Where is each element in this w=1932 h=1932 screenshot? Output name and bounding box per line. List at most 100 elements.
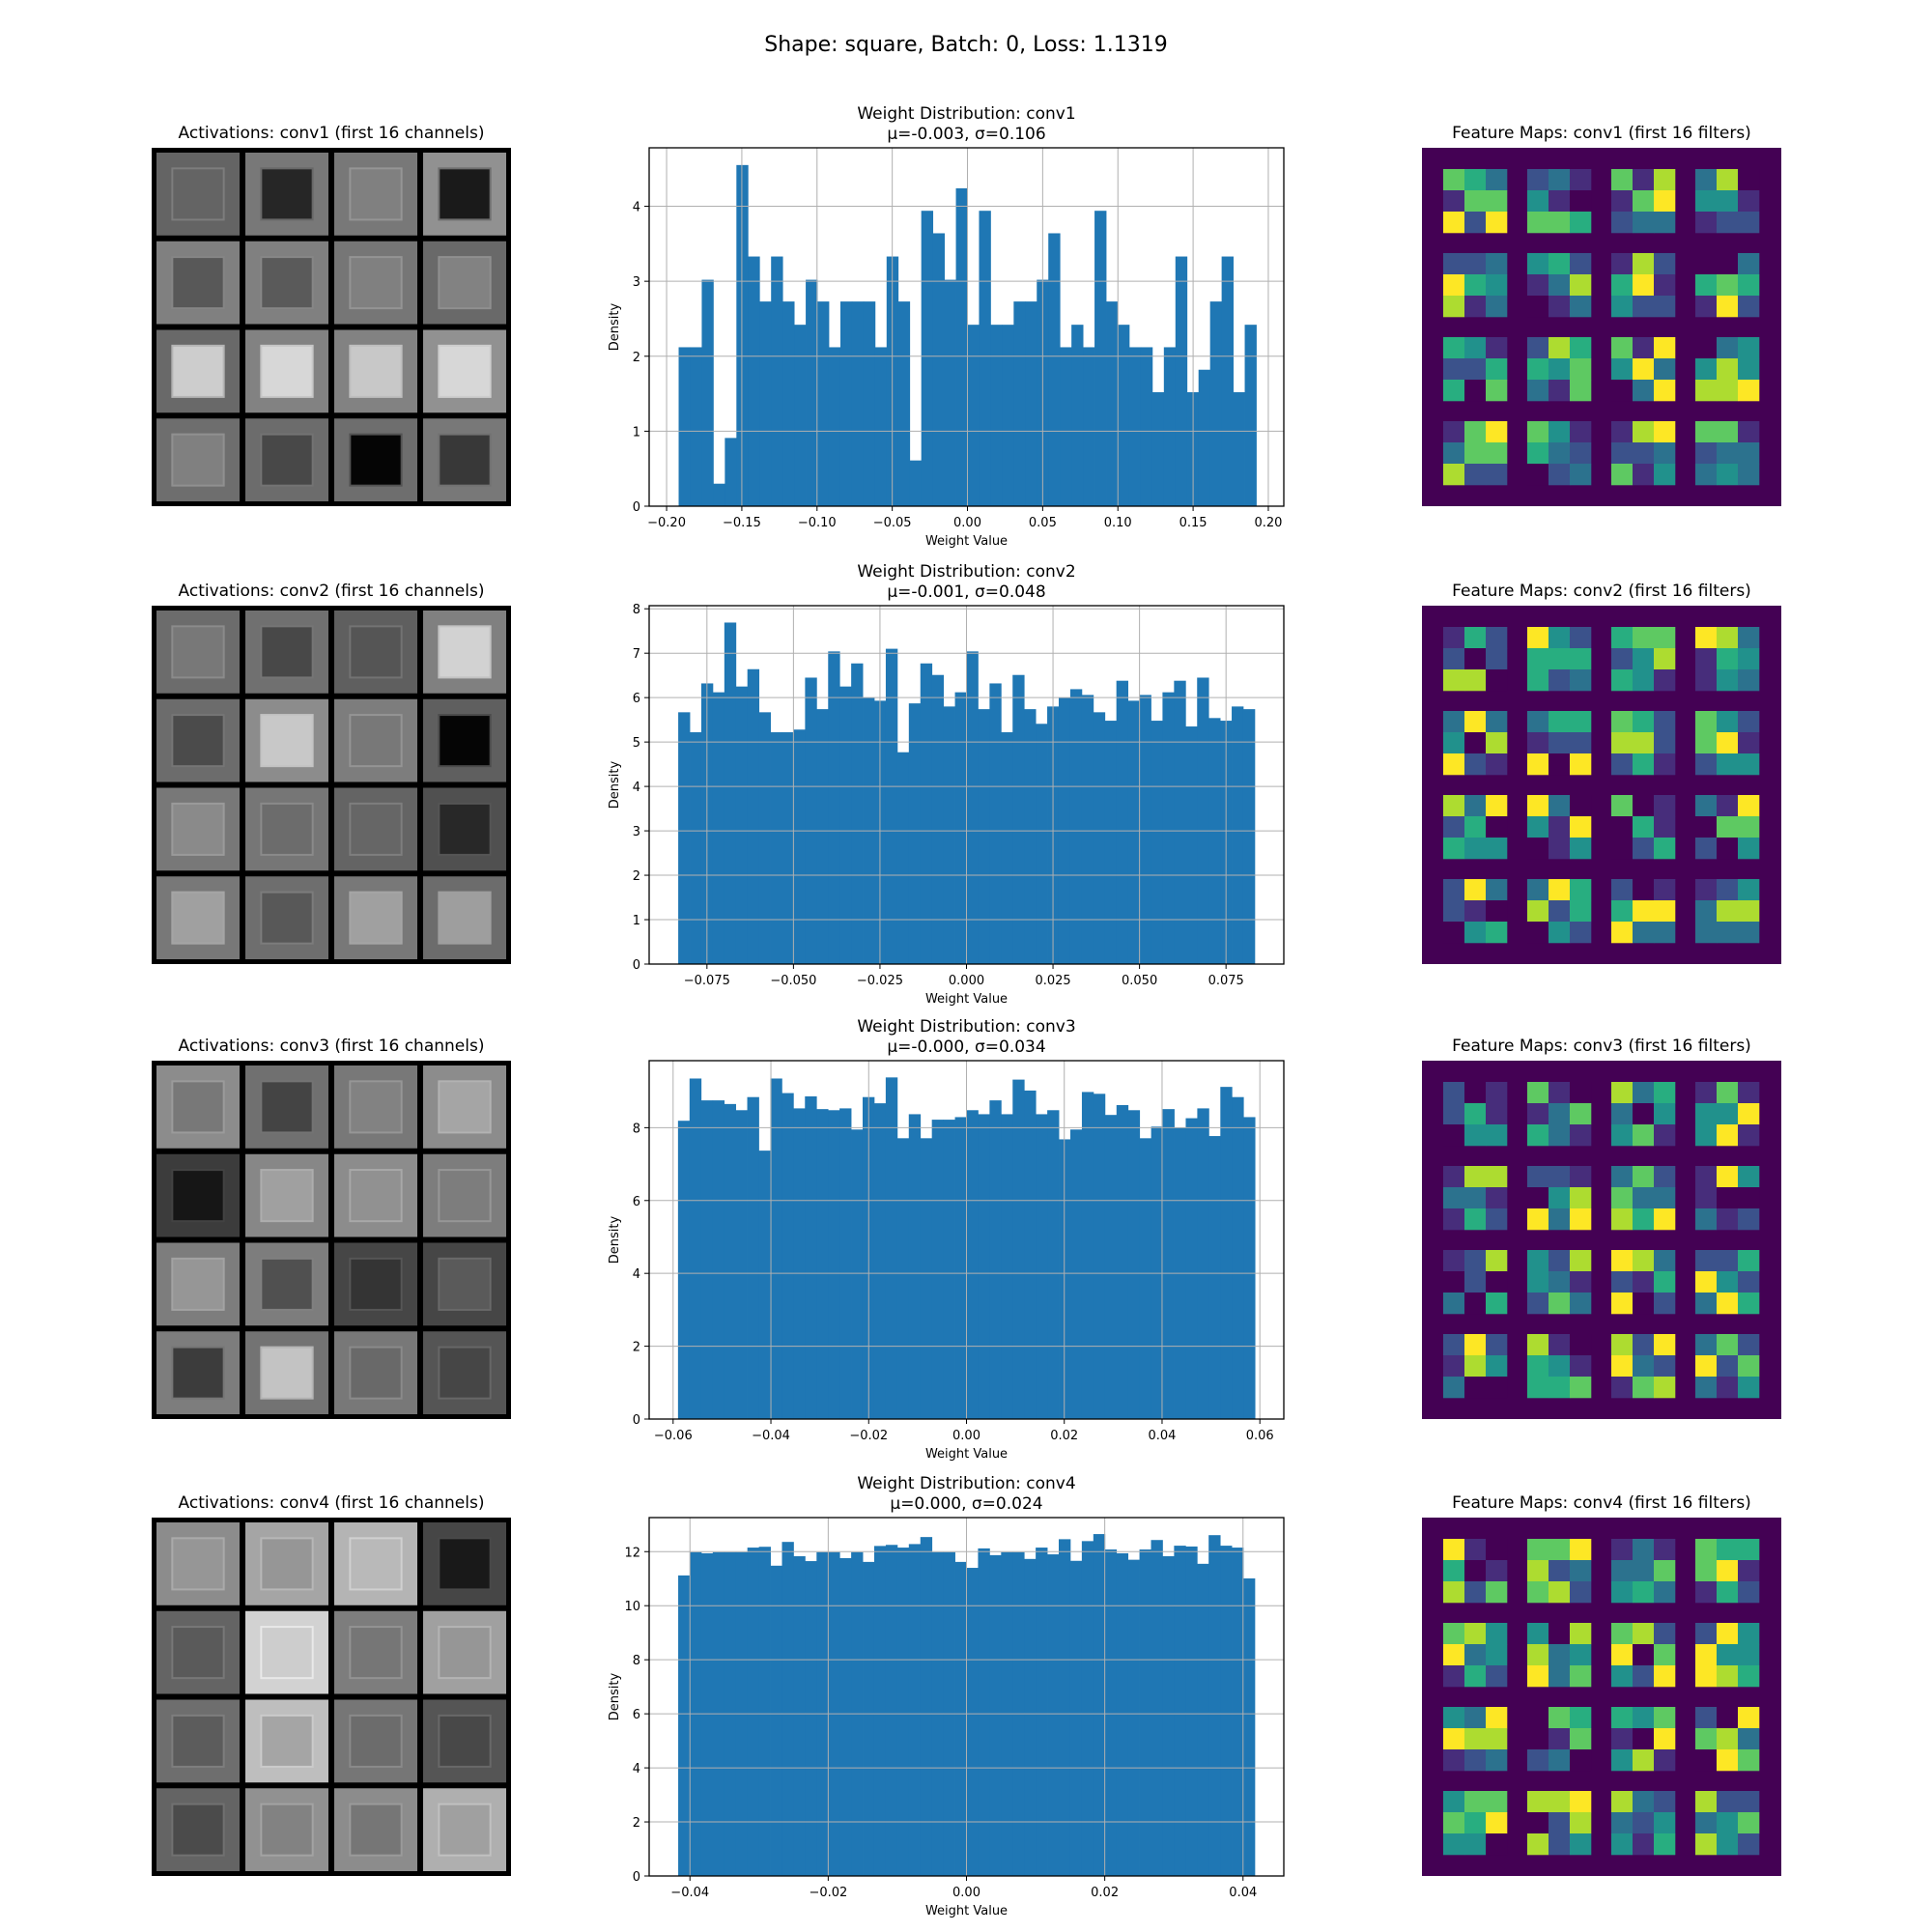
- filter-cell: [1443, 838, 1465, 860]
- filter-cell: [1527, 627, 1549, 649]
- filter-cell: [1738, 1791, 1760, 1813]
- filter-cell: [1738, 1728, 1760, 1750]
- filter-cell: [1611, 212, 1634, 234]
- filter-cell: [1443, 1728, 1465, 1750]
- x-tick-label: −0.10: [798, 516, 837, 530]
- filter-cell: [1633, 358, 1655, 381]
- feature-map-title: Feature Maps: conv4 (first 16 filters): [1452, 1493, 1751, 1513]
- histogram-bar: [724, 1103, 736, 1419]
- activation-channel: [156, 611, 240, 694]
- histogram-bar: [1036, 1548, 1048, 1876]
- filter-cell: [1717, 337, 1739, 359]
- filter-cell: [1548, 442, 1571, 465]
- filter-cell: [1464, 1728, 1487, 1750]
- histogram-bar: [1024, 1558, 1037, 1876]
- filter-cell: [1570, 1208, 1592, 1231]
- filter-cell: [1738, 1271, 1760, 1293]
- filter-cell: [1527, 1166, 1549, 1188]
- filter-cell: [1548, 1187, 1571, 1209]
- filter-cell: [1611, 1103, 1634, 1125]
- filter-cell: [1570, 1581, 1592, 1604]
- histogram-bar: [932, 233, 945, 506]
- filter-cell: [1633, 296, 1655, 318]
- activation-channel: [245, 611, 328, 694]
- filter-map: [1443, 337, 1508, 402]
- feature-map-panel-conv4: Feature Maps: conv4 (first 16 filters): [1422, 1493, 1781, 1876]
- filter-cell: [1695, 212, 1718, 234]
- filter-cell: [1570, 900, 1592, 923]
- channel-square: [349, 167, 403, 221]
- histogram-bar: [1047, 1554, 1060, 1876]
- filter-cell: [1738, 296, 1760, 318]
- filter-cell: [1611, 464, 1634, 486]
- filter-cell: [1570, 711, 1592, 733]
- filter-cell: [1717, 795, 1739, 817]
- filter-cell: [1464, 1082, 1487, 1104]
- histogram-bar: [759, 301, 772, 506]
- filter-cell: [1527, 1623, 1549, 1645]
- filter-cell: [1717, 1581, 1739, 1604]
- filter-cell: [1633, 1749, 1655, 1772]
- filter-cell: [1611, 1707, 1634, 1729]
- channel-square: [260, 1080, 314, 1134]
- filter-cell: [1717, 442, 1739, 465]
- activation-channel: [423, 329, 506, 413]
- filter-cell: [1633, 879, 1655, 901]
- filter-cell: [1738, 1644, 1760, 1666]
- histogram-bar: [1220, 1087, 1233, 1419]
- channel-square: [260, 625, 314, 679]
- filter-cell: [1464, 337, 1487, 359]
- filter-cell: [1633, 1728, 1655, 1750]
- histogram-bar: [978, 709, 990, 964]
- filter-map: [1443, 421, 1508, 486]
- filter-cell: [1570, 1539, 1592, 1561]
- filter-cell: [1695, 253, 1718, 275]
- histogram-bar: [678, 347, 691, 506]
- activation-channel: [423, 1788, 506, 1871]
- histogram-bar: [758, 1547, 771, 1876]
- filter-map: [1527, 1082, 1592, 1147]
- filter-cell: [1738, 922, 1760, 944]
- histogram-bar: [979, 211, 991, 506]
- filter-cell: [1548, 1377, 1571, 1399]
- histogram-bar: [1232, 706, 1244, 964]
- filter-cell: [1654, 1208, 1676, 1231]
- histogram-title: Weight Distribution: conv2: [857, 562, 1075, 582]
- x-tick-label: −0.20: [647, 516, 686, 530]
- activation-channel: [156, 153, 240, 236]
- filter-cell: [1527, 669, 1549, 692]
- activation-channel: [423, 876, 506, 959]
- filter-cell: [1717, 1271, 1739, 1293]
- filter-cell: [1443, 1187, 1465, 1209]
- filter-cell: [1717, 1124, 1739, 1147]
- filter-cell: [1654, 1539, 1676, 1561]
- x-axis-label: Weight Value: [925, 534, 1008, 549]
- filter-cell: [1717, 1560, 1739, 1582]
- filter-cell: [1464, 1208, 1487, 1231]
- x-tick-label: −0.050: [770, 974, 816, 988]
- filter-cell: [1633, 1665, 1655, 1688]
- filter-map: [1527, 795, 1592, 860]
- activation-title: Activations: conv3 (first 16 channels): [179, 1037, 485, 1056]
- filter-cell: [1717, 838, 1739, 860]
- filter-cell: [1486, 1644, 1508, 1666]
- filter-cell: [1717, 421, 1739, 443]
- filter-cell: [1717, 1103, 1739, 1125]
- filter-cell: [1464, 648, 1487, 670]
- filter-map: [1443, 711, 1508, 776]
- activation-panel-conv3: Activations: conv3 (first 16 channels): [152, 1037, 511, 1419]
- activation-channel: [245, 1065, 328, 1149]
- filter-cell: [1486, 1124, 1508, 1147]
- filter-cell: [1654, 669, 1676, 692]
- filter-cell: [1654, 627, 1676, 649]
- histogram-bar: [1081, 1541, 1094, 1876]
- filter-cell: [1611, 816, 1634, 838]
- filter-cell: [1527, 1707, 1549, 1729]
- filter-cell: [1548, 337, 1571, 359]
- filter-cell: [1464, 838, 1487, 860]
- filter-cell: [1527, 464, 1549, 486]
- histogram-bar: [851, 301, 865, 506]
- filter-cell: [1654, 711, 1676, 733]
- activation-channel: [334, 241, 417, 325]
- filter-cell: [1738, 1355, 1760, 1378]
